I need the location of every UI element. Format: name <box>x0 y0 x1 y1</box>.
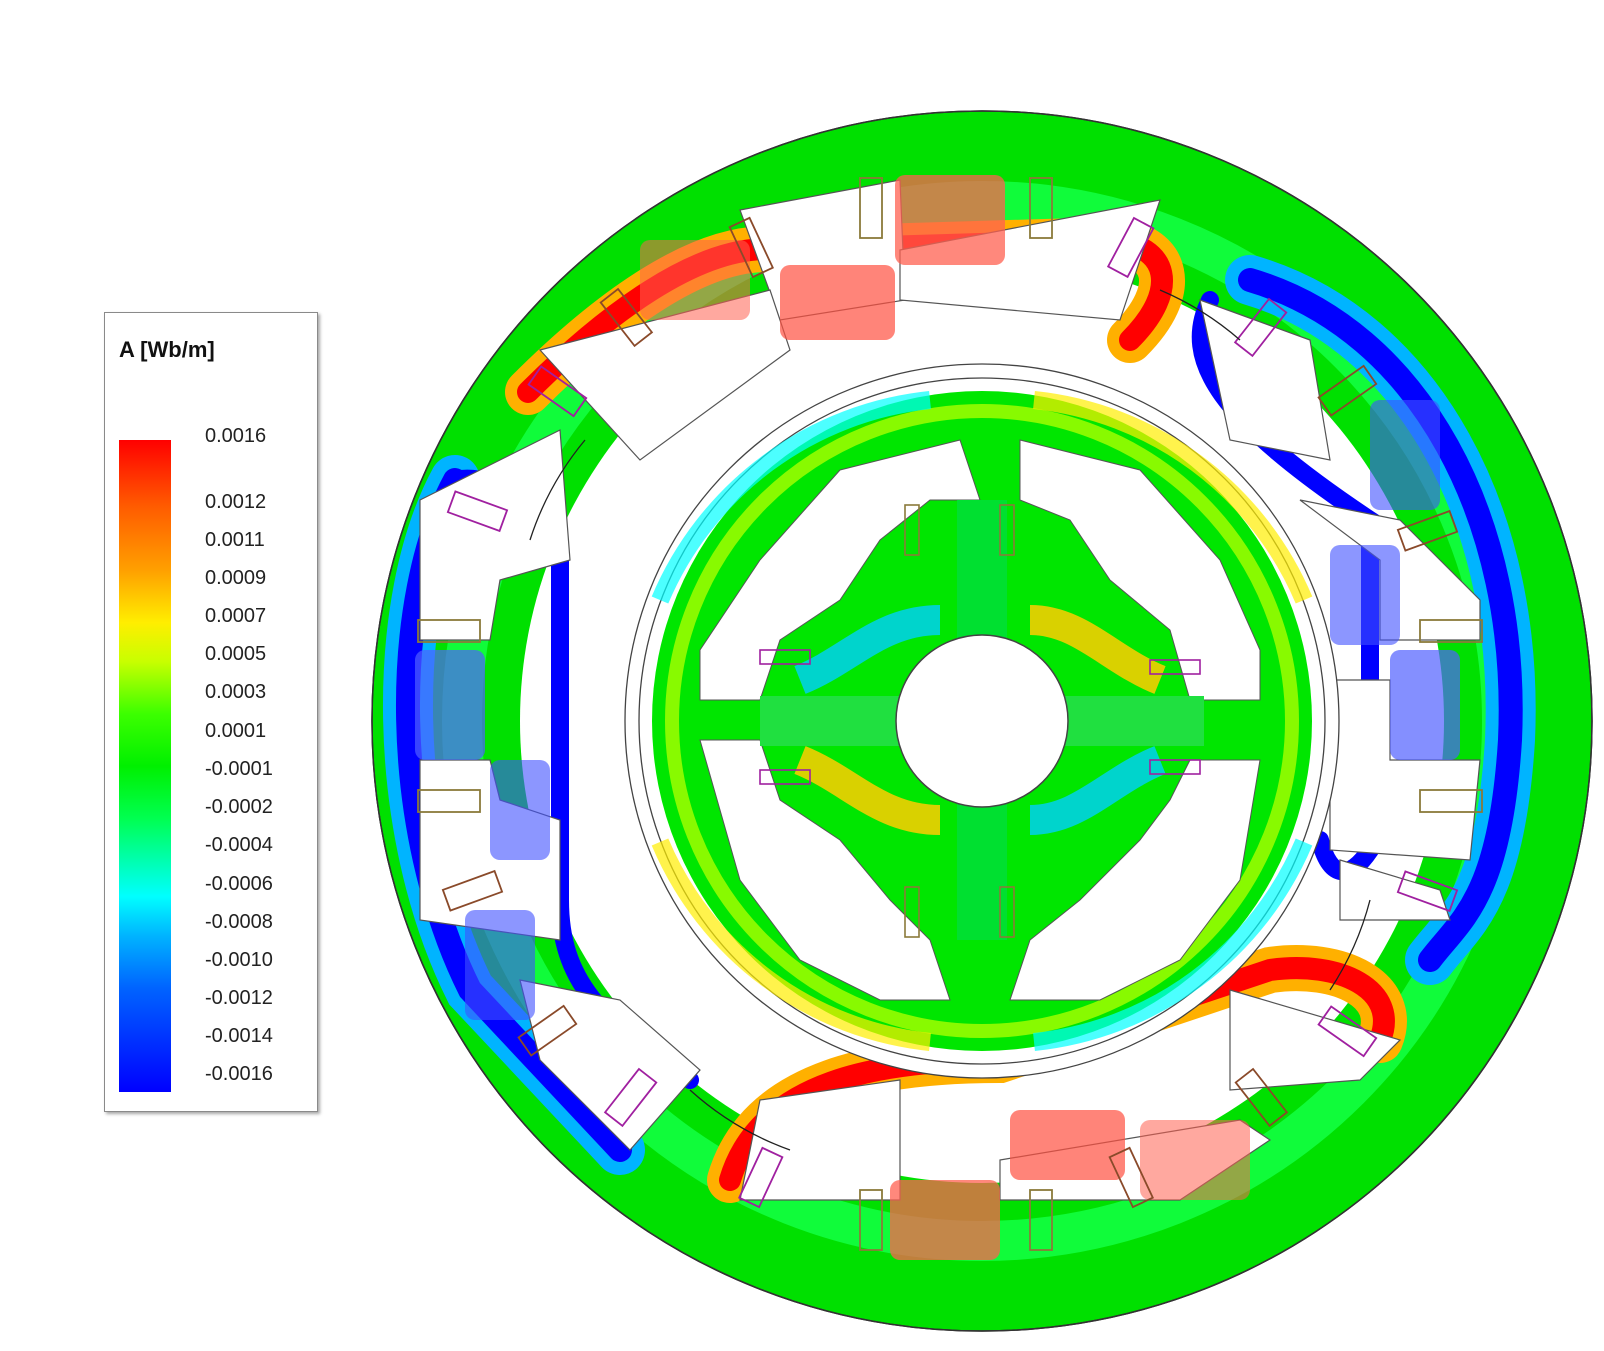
legend-label: -0.0010 <box>205 949 273 971</box>
legend-label: 0.0005 <box>205 643 267 665</box>
rotor <box>651 391 1313 1051</box>
legend-label: 0.0011 <box>205 529 265 551</box>
outer-boundary <box>371 110 1593 1332</box>
legend-label: -0.0001 <box>205 758 273 780</box>
legend-colorbar <box>119 440 171 1092</box>
legend-label: -0.0016 <box>205 1063 273 1085</box>
legend-label: -0.0004 <box>205 834 273 856</box>
boundary-lines <box>529 289 1371 1151</box>
legend-label: -0.0012 <box>205 987 273 1009</box>
legend-label: -0.0014 <box>205 1025 273 1047</box>
legend-label: 0.0012 <box>205 491 267 513</box>
legend-label: 0.0007 <box>205 605 267 627</box>
legend-label: -0.0008 <box>205 911 273 933</box>
slot-flux-lobes <box>415 175 1460 1260</box>
legend-label: 0.0016 <box>205 425 267 447</box>
outer-coils <box>417 177 1483 1251</box>
legend-label: 0.0003 <box>205 681 267 703</box>
legend-label: -0.0002 <box>205 796 273 818</box>
legend-title: A [Wb/m] <box>119 337 215 362</box>
colorbar-legend: A [Wb/m] 0.0016 0.0012 0.0011 0.0009 0.0007 0… <box>104 312 318 1112</box>
legend-label: 0.0001 <box>205 720 267 742</box>
legend-label: -0.0006 <box>205 873 273 895</box>
legend-label: 0.0009 <box>205 567 267 589</box>
